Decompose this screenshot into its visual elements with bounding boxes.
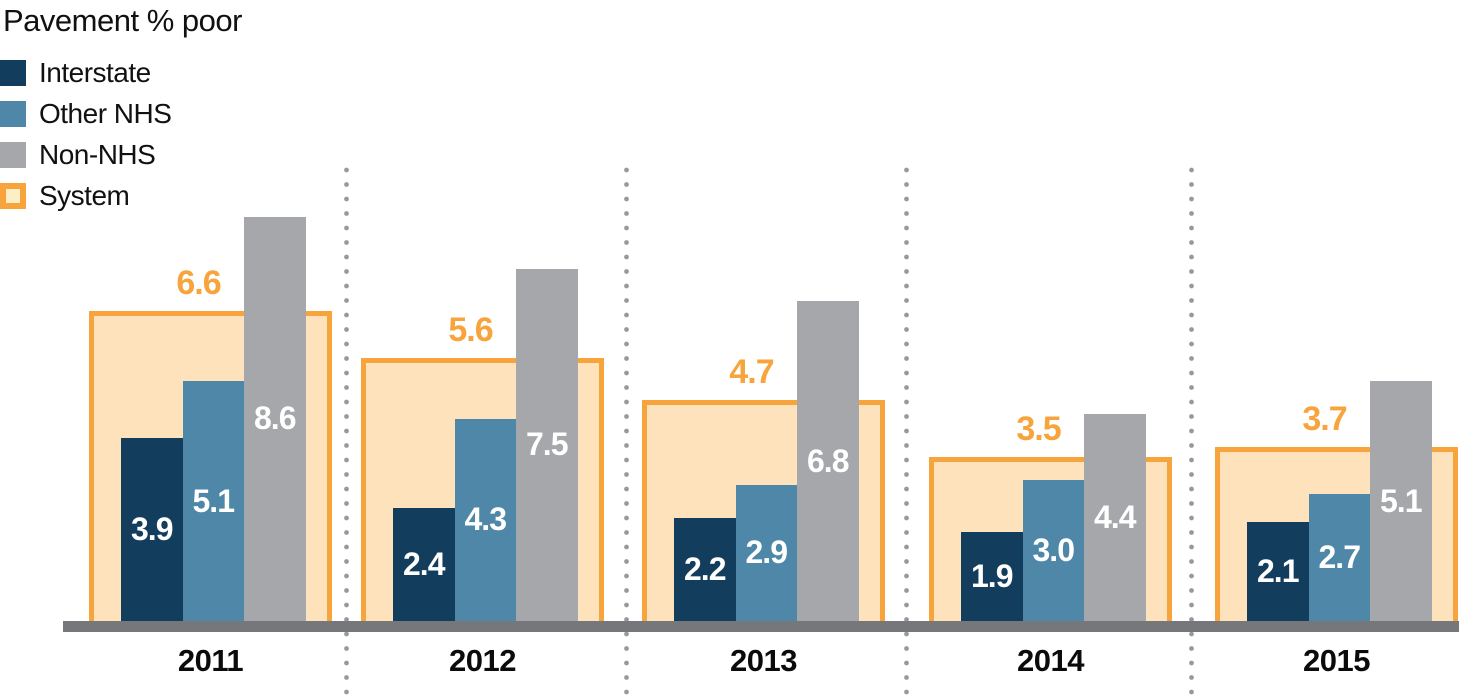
bar-non-nhs: 6.8: [797, 301, 859, 621]
year-label: 2012: [449, 643, 516, 678]
bar-non-nhs: 5.1: [1370, 381, 1432, 621]
year-separator-dotted-line: [1188, 166, 1194, 697]
bar-value-label: 2.1: [1257, 553, 1299, 590]
bar-value-label: 7.5: [526, 426, 568, 463]
system-value-label: 6.6: [176, 263, 221, 302]
year-label: 2015: [1303, 643, 1370, 678]
legend-label: Interstate: [39, 57, 151, 88]
system-value-label: 5.6: [448, 310, 493, 349]
bar-value-label: 2.9: [745, 534, 788, 571]
bar-value-label: 6.8: [807, 442, 849, 479]
bar-value-label: 3.9: [131, 510, 173, 547]
x-axis-baseline: [63, 621, 1459, 632]
legend-item-interstate: Interstate: [0, 57, 171, 88]
bar-interstate: 2.4: [393, 508, 455, 621]
bar-other-nhs: 2.9: [735, 484, 797, 621]
legend-item-other-nhs: Other NHS: [0, 98, 172, 129]
bar-value-label: 5.1: [192, 482, 235, 519]
bar-value-label: 5.1: [1380, 482, 1422, 519]
bar-other-nhs: 2.7: [1308, 494, 1370, 621]
bar-interstate: 2.1: [1247, 522, 1309, 621]
bar-interstate: 2.2: [674, 517, 736, 621]
bar-value-label: 2.4: [403, 546, 445, 583]
system-value-label: 3.5: [1016, 409, 1061, 448]
system-value-label: 4.7: [729, 353, 774, 392]
bar-other-nhs: 4.3: [454, 418, 516, 621]
system-swatch-icon: [0, 183, 26, 209]
bar-value-label: 2.7: [1318, 539, 1361, 576]
legend-label: Other NHS: [39, 98, 172, 129]
legend-item-non-nhs: Non-NHS: [0, 139, 171, 170]
legend-item-system: System: [0, 180, 171, 211]
bar-non-nhs: 7.5: [516, 268, 578, 621]
year-label: 2014: [1017, 643, 1084, 678]
bar-other-nhs: 3.0: [1022, 480, 1084, 621]
interstate-swatch-icon: [0, 60, 26, 86]
bar-interstate: 3.9: [121, 437, 183, 621]
bar-other-nhs: 5.1: [182, 381, 244, 621]
year-separator-dotted-line: [343, 166, 349, 697]
legend-label: System: [39, 180, 130, 211]
bar-non-nhs: 8.6: [244, 216, 306, 621]
bar-value-label: 4.4: [1094, 499, 1136, 536]
year-separator-dotted-line: [903, 166, 909, 697]
bar-value-label: 8.6: [254, 400, 296, 437]
year-separator-dotted-line: [623, 166, 629, 697]
year-label: 2011: [177, 643, 244, 678]
non-nhs-swatch-icon: [0, 142, 26, 168]
chart-title: Pavement % poor: [3, 3, 242, 38]
bar-value-label: 2.2: [684, 550, 726, 587]
bar-value-label: 3.0: [1032, 532, 1075, 568]
bar-value-label: 1.9: [971, 557, 1013, 594]
bar-interstate: 1.9: [961, 531, 1023, 621]
system-value-label: 3.7: [1302, 400, 1347, 439]
year-label: 2013: [730, 643, 797, 678]
other-nhs-swatch-icon: [0, 101, 26, 127]
legend-label: Non-NHS: [39, 139, 156, 170]
legend: Interstate Other NHS Non-NHS System: [0, 57, 172, 224]
bar-non-nhs: 4.4: [1084, 414, 1146, 621]
bar-value-label: 4.3: [464, 501, 507, 538]
